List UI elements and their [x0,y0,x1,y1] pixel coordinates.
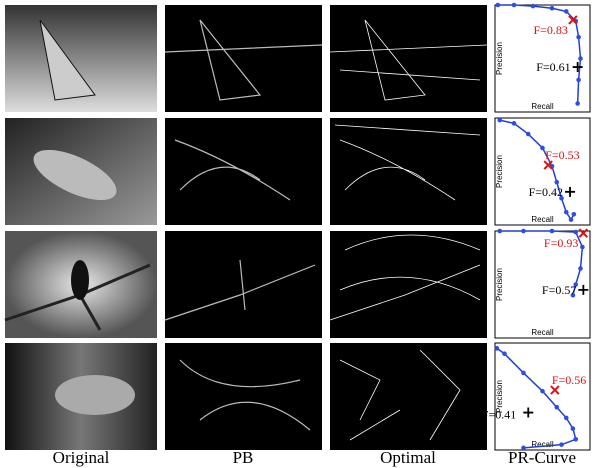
pr-point [531,4,536,9]
best-f-label: F=0.83 [533,23,567,37]
pr-point [571,426,576,431]
pr-point [559,442,564,447]
pr-point [578,266,583,271]
image-grid [5,5,487,450]
pr-point [550,229,555,234]
y-axis-label: Precision [495,268,504,301]
pr-point [521,229,526,234]
x-axis-label: Recall [531,328,553,337]
pr-point [564,416,569,421]
pb-f-label: F=0.41 [482,408,516,422]
pr-point [578,56,583,61]
column-label: Original [53,448,110,467]
best-f-label: F=0.93 [544,236,578,250]
pr-point [550,6,555,11]
pr-point [540,146,545,151]
pr-point [502,351,507,356]
pr-point [576,78,581,83]
pr-point [564,9,569,14]
pr-point [540,389,545,394]
pr-frame [495,118,590,225]
pr-curve: Precision Recall F=0.53 F=0.42 [495,118,590,225]
pr-point [572,212,577,217]
photo-detail [71,260,89,300]
pr-point [554,405,559,410]
pr-point [569,217,574,222]
best-f-label: F=0.53 [545,148,579,162]
pr-point [573,437,578,442]
pr-point [521,371,526,376]
pr-point [496,3,501,8]
column-label: PR-Curve [508,448,576,467]
x-axis-label: Recall [531,215,553,224]
pr-point [564,210,569,215]
pb-f-label: F=0.42 [529,185,563,199]
y-axis-label: Precision [495,155,504,188]
pr-point [573,230,578,235]
pr-curve: Precision Recall F=0.83 F=0.61 [495,3,590,112]
pr-point [554,180,559,185]
page: {"columns": ["Original", "PB", "Optimal"… [0,0,595,468]
figure: Original PB Optimal PR-Curve Precision Recall… [0,0,595,468]
pr-curve: Precision Recall F=0.93 F=0.57 [495,229,590,338]
pb-f-label: F=0.57 [542,283,576,297]
pr-point [512,3,517,8]
pr-point [575,101,580,106]
y-axis-label: Precision [495,42,504,75]
pr-point [576,35,581,40]
pr-point [580,245,585,250]
pr-point [497,229,502,234]
pr-point [526,132,531,137]
pr-point [497,118,502,123]
pb-f-label: F=0.61 [536,60,570,74]
photo-detail [55,375,135,415]
column-label: Optimal [380,448,436,467]
pr-point [512,121,517,126]
column-label: PB [233,448,254,467]
pr-point [495,346,500,351]
x-axis-label: Recall [531,102,553,111]
pr-point [521,446,526,451]
best-f-label: F=0.56 [552,373,586,387]
